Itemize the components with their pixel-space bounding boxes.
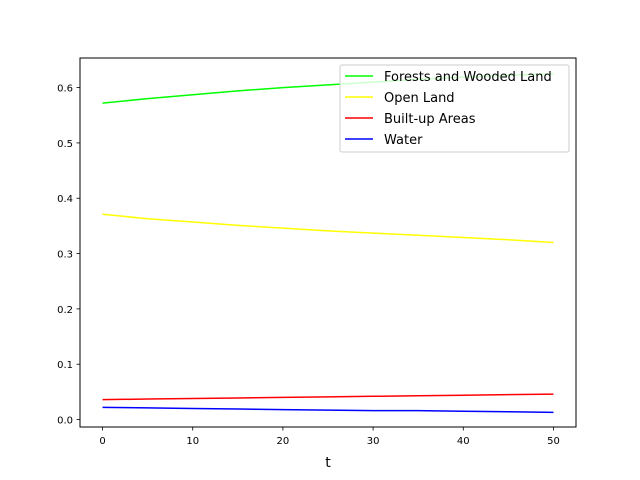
y-tick-label: 0.3 <box>57 250 73 261</box>
legend-box <box>339 64 570 153</box>
y-tick-label: 0.1 <box>57 360 73 371</box>
legend-label: Built-up Areas <box>384 112 476 127</box>
series-line-4 <box>102 406 554 414</box>
legend-label: Open Land <box>384 91 455 106</box>
series-line-2 <box>102 213 554 244</box>
x-axis-label: t <box>325 455 331 471</box>
y-tick-label: 0.2 <box>57 305 73 316</box>
x-tick-label: 30 <box>367 436 380 447</box>
y-axis-ticks: 0.0 0.1 0.2 0.3 0.4 0.5 0.6 <box>57 84 80 427</box>
series-line-3 <box>102 393 554 401</box>
y-tick-label: 0.4 <box>57 194 73 205</box>
legend: Forests and Wooded Land Open Land Built-up… <box>339 64 570 153</box>
x-tick-label: 20 <box>277 436 290 447</box>
x-tick-label: 0 <box>99 436 105 447</box>
legend-label: Water <box>384 133 423 148</box>
axes-frame <box>79 57 577 428</box>
legend-label: Forests and Wooded Land <box>384 70 552 85</box>
x-tick-label: 40 <box>457 436 470 447</box>
y-tick-label: 0.6 <box>57 84 73 95</box>
y-tick-label: 0.5 <box>57 139 73 150</box>
y-tick-label: 0.0 <box>57 416 73 427</box>
x-tick-label: 10 <box>186 436 199 447</box>
x-tick-label: 50 <box>547 436 560 447</box>
x-axis-ticks: 0 10 20 30 40 50 <box>99 427 560 447</box>
